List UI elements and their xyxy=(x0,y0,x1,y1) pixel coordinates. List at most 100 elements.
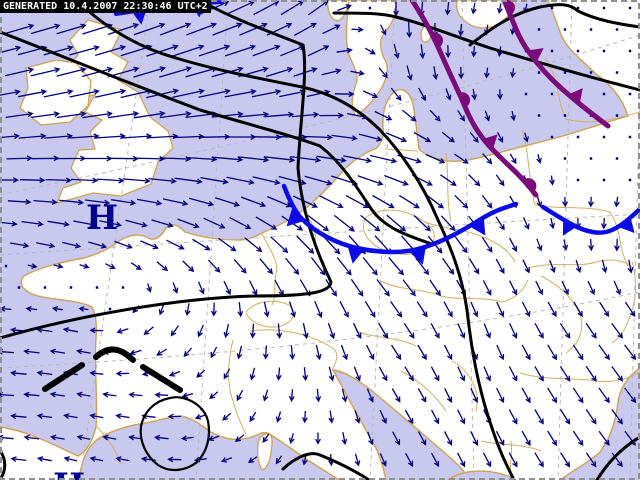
wind-arrow xyxy=(393,44,400,60)
wind-arrow xyxy=(562,239,569,251)
wind-arrow xyxy=(96,177,125,184)
isobar-high-hook xyxy=(0,1,333,340)
wind-arrow xyxy=(105,263,116,270)
wind-arrow xyxy=(111,199,137,206)
wind-arrow xyxy=(521,430,531,447)
wind-arrow xyxy=(417,388,427,403)
wind-arrow xyxy=(21,220,44,227)
wind-arrow xyxy=(285,257,300,275)
wind-arrow xyxy=(49,391,65,398)
wind-arrow xyxy=(398,194,420,209)
wind-arrow xyxy=(275,411,282,423)
border-serbia xyxy=(451,360,478,412)
wind-arrow xyxy=(198,88,231,98)
cold-front-triangle-symbol xyxy=(469,217,486,236)
grid-meridian-2 xyxy=(369,0,396,480)
wind-arrow xyxy=(186,22,217,36)
analysis-layer xyxy=(42,346,211,472)
wind-arrow xyxy=(262,433,270,444)
trough-dash-2 xyxy=(93,346,136,363)
wind-arrow xyxy=(458,66,464,80)
wind-arrow xyxy=(197,324,204,338)
wind-arrow xyxy=(340,344,348,361)
wind-arrow xyxy=(56,23,87,35)
wind-arrow xyxy=(181,392,194,399)
wind-arrow xyxy=(611,323,624,339)
wind-arrow xyxy=(264,156,296,163)
wind-arrow xyxy=(115,370,130,377)
wind-arrow xyxy=(572,344,584,361)
wind-arrow xyxy=(162,198,189,207)
cold-front-triangle-symbol xyxy=(131,9,147,25)
isobar-uk-diagonal xyxy=(0,30,434,246)
wind-arrow xyxy=(211,111,244,118)
wind-arrow xyxy=(413,131,432,143)
wind-arrow xyxy=(495,216,505,231)
wind-arrow xyxy=(561,280,569,296)
wind-arrow xyxy=(457,409,466,425)
wind-arrow xyxy=(325,279,337,297)
wind-arrow xyxy=(508,366,518,382)
wind-arrow xyxy=(211,302,217,317)
wind-arrow xyxy=(419,44,426,60)
wind-arrow xyxy=(341,432,348,446)
wind-arrow xyxy=(406,65,413,81)
wind-arrow xyxy=(251,89,282,98)
border-bosnia xyxy=(400,370,447,412)
corsica xyxy=(257,433,273,471)
wind-arrow xyxy=(200,177,229,185)
wind-arrow xyxy=(192,238,211,251)
wind-arrow xyxy=(354,453,361,467)
wind-arrow xyxy=(69,88,100,98)
wind-arrow xyxy=(369,154,398,164)
wind-arrow xyxy=(293,22,317,36)
wind-arrow xyxy=(391,388,401,403)
wind-arrow xyxy=(89,413,104,420)
wind-arrow xyxy=(238,111,270,118)
wind-arrow xyxy=(559,322,571,339)
wind-arrow xyxy=(30,23,61,35)
pressure-label-high-2: H xyxy=(53,466,85,480)
wind-arrow xyxy=(336,257,352,276)
wind-arrow xyxy=(405,452,414,467)
wind-arrow xyxy=(275,455,283,465)
wind-arrow xyxy=(76,434,91,441)
wind-arrow xyxy=(315,388,322,403)
wind-arrow xyxy=(482,153,493,165)
wind-arrow xyxy=(331,134,358,142)
wind-arrow xyxy=(302,410,308,424)
wind-arrow xyxy=(177,218,200,229)
wind-arrow xyxy=(265,111,295,118)
wind-arrow xyxy=(102,434,117,441)
border-switzerland xyxy=(245,300,294,328)
wind-arrow xyxy=(470,2,477,15)
wind-arrow xyxy=(292,111,320,118)
wind-arrow xyxy=(444,388,453,403)
wind-arrow xyxy=(236,389,244,402)
occluded-front-semicircle-symbol xyxy=(504,0,515,15)
wind-arrow xyxy=(238,156,270,163)
border-ua-mid xyxy=(609,211,629,267)
low-circle-gulf-of-lion xyxy=(139,396,211,472)
grid-meridian-3 xyxy=(461,0,475,480)
wind-arrow xyxy=(549,175,555,186)
wind-arrow xyxy=(239,22,268,36)
wind-arrow xyxy=(362,257,378,276)
wind-arrows-layer xyxy=(0,0,637,468)
wind-arrow xyxy=(223,280,231,296)
wind-arrow xyxy=(458,23,464,37)
wind-arrow xyxy=(431,409,440,425)
wind-arrow xyxy=(143,326,154,336)
wind-arrow xyxy=(536,154,542,165)
wind-arrow xyxy=(36,413,53,420)
wind-arrow xyxy=(223,324,230,339)
wind-arrow xyxy=(471,45,477,58)
wind-arrow xyxy=(194,414,207,420)
wind-arrow xyxy=(508,452,518,468)
wind-arrow xyxy=(402,109,417,122)
occluded-front-semicircle-symbol xyxy=(431,32,444,48)
wind-arrow xyxy=(585,322,597,339)
wind-arrow xyxy=(203,217,226,229)
wind-arrow xyxy=(601,217,607,230)
